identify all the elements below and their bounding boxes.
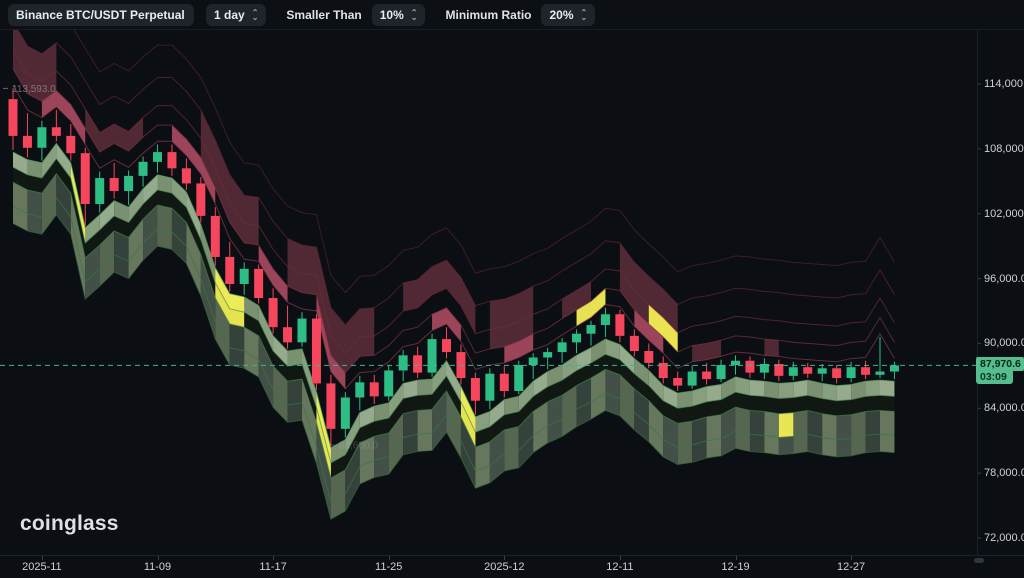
price-axis-separator <box>977 30 978 555</box>
time-tick-label: 11-09 <box>143 561 172 573</box>
up-down-stepper-icon[interactable]: ⌃ ⌄ <box>410 7 418 22</box>
current-price-badge: 87,970.6 03:09 <box>976 357 1024 385</box>
smaller-than-value: 10% <box>379 7 404 22</box>
price-tick-label: 90,000.0 <box>984 337 1024 350</box>
time-tick-label: 11-17 <box>259 561 287 573</box>
price-tick-label: 72,000.0 <box>984 531 1024 544</box>
axis-corner-handle[interactable] <box>974 558 984 563</box>
time-tick-mark <box>157 556 159 560</box>
current-price-value: 87,970.6 <box>976 357 1024 372</box>
price-tick-label: 96,000.0 <box>984 272 1024 285</box>
interval-stepper[interactable]: 1 day ⌃ ⌄ <box>206 3 267 26</box>
price-tick-label: 84,000.0 <box>984 402 1024 415</box>
minimum-ratio-value: 20% <box>549 7 574 22</box>
svg-text:80,600.0: 80,600.0 <box>339 441 378 452</box>
up-down-stepper-icon[interactable]: ⌃ ⌄ <box>580 7 588 22</box>
coinglass-watermark: coinglass <box>20 512 119 535</box>
time-axis[interactable]: 2025-11 11-09 11-17 11-25 2025-12 12-11 12-19 1… <box>0 555 1024 578</box>
price-axis[interactable]: 114,000.0 108,000.0 102,000.0 96,000.0 90,00… <box>978 30 1024 555</box>
price-tick-label: 108,000.0 <box>984 142 1024 155</box>
toolbar: Binance BTC/USDT Perpetual ▾ 1 day ⌃⌄ Sm… <box>0 0 1024 30</box>
price-tick-label: 102,000.0 <box>984 207 1024 220</box>
time-tick-mark <box>273 556 275 560</box>
time-tick-mark <box>851 556 853 560</box>
up-down-stepper-icon[interactable]: ⌃ ⌄ <box>251 7 259 22</box>
candle-countdown: 03:09 <box>976 371 1013 385</box>
time-tick-mark <box>504 556 506 560</box>
time-tick-mark <box>41 556 43 560</box>
time-tick-mark <box>619 556 621 560</box>
price-tick-label: 78,000.0 <box>984 467 1024 480</box>
svg-text:113,593.0: 113,593.0 <box>12 84 56 95</box>
candlestick-chart-canvas[interactable]: 113,593.0 80,600.0 <box>0 30 1024 555</box>
minimum-ratio-stepper[interactable]: 20% ⌃ ⌄ <box>541 3 596 26</box>
smaller-than-stepper[interactable]: 10% ⌃ ⌄ <box>371 3 426 26</box>
time-tick-label: 12-27 <box>837 561 866 573</box>
symbol-dropdown-label: Binance BTC/USDT Perpetual <box>16 7 185 22</box>
time-tick-mark <box>388 556 390 560</box>
time-tick-label: 11-25 <box>375 561 403 573</box>
time-tick-label: 12-19 <box>721 561 750 573</box>
time-tick-label: 2025-12 <box>484 561 525 573</box>
chart-area[interactable]: 113,593.0 80,600.0 114,000.0 108,000.0 102,… <box>0 30 1024 578</box>
minimum-ratio-label: Minimum Ratio <box>445 7 532 22</box>
time-tick-label: 12-11 <box>606 561 634 573</box>
interval-value: 1 day <box>214 7 245 22</box>
symbol-dropdown[interactable]: Binance BTC/USDT Perpetual ▾ <box>8 3 215 26</box>
smaller-than-label: Smaller Than <box>286 7 362 22</box>
price-tick-label: 114,000.0 <box>984 78 1024 90</box>
time-tick-label: 2025-11 <box>22 561 62 573</box>
time-tick-mark <box>735 556 737 560</box>
